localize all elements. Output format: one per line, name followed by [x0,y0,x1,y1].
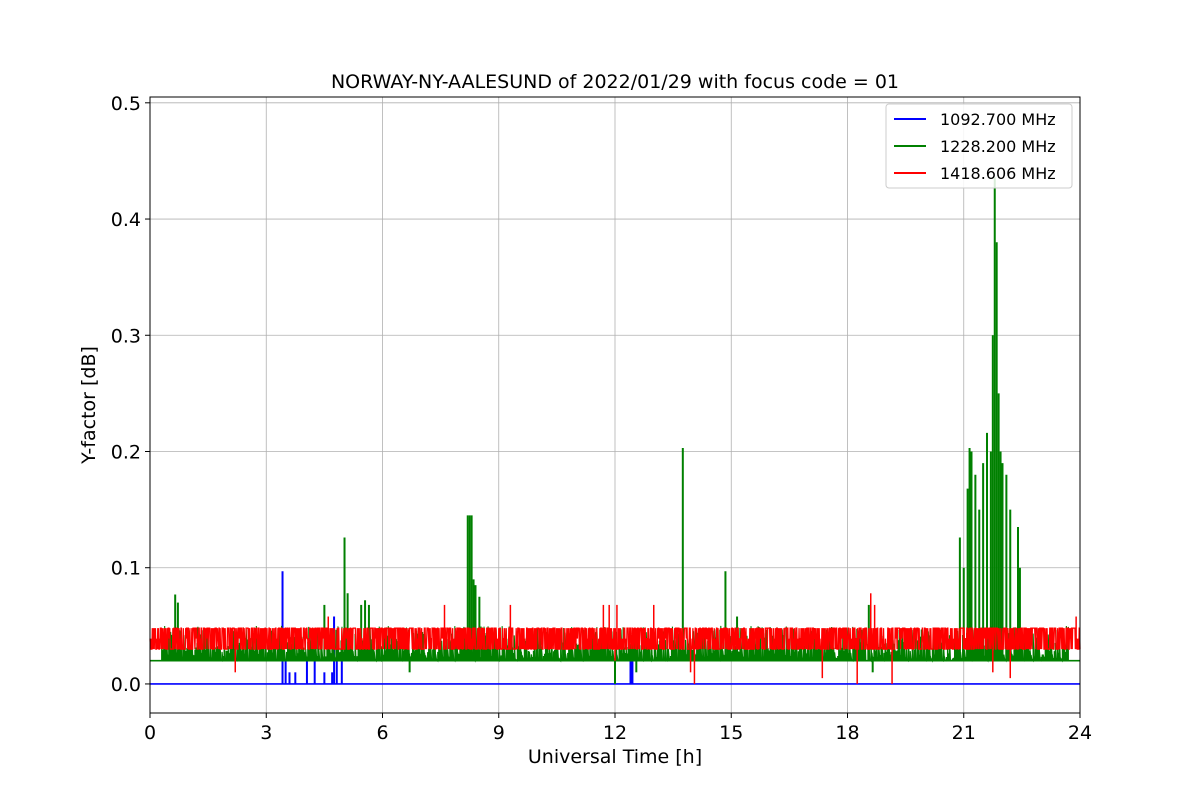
x-tick-label: 15 [719,722,743,744]
x-tick-label: 0 [144,722,156,744]
legend: 1092.700 MHz 1228.200 MHz 1418.606 MHz [885,103,1073,189]
x-tick-label: 24 [1068,722,1092,744]
y-tick-label: 0.2 [111,441,141,463]
series-2 [149,593,1081,684]
y-axis-label: Y-factor [dB] [78,346,100,465]
y-tick-label: 0.1 [111,558,141,580]
x-ticks: 0 3 6 9 12 15 18 21 24 [144,713,1092,744]
y-ticks: 0.0 0.1 0.2 0.3 0.4 0.5 [111,93,150,696]
x-tick-label: 3 [260,722,272,744]
y-tick-label: 0.4 [111,209,141,231]
x-axis-label: Universal Time [h] [528,746,702,768]
x-tick-label: 9 [493,722,505,744]
y-tick-label: 0.0 [111,674,141,696]
series-layer [149,177,1081,685]
legend-entry: 1418.606 MHz [940,164,1056,183]
chart-title: NORWAY-NY-AALESUND of 2022/01/29 with fo… [331,71,899,93]
y-tick-label: 0.3 [111,325,141,347]
legend-entry: 1092.700 MHz [940,110,1056,129]
legend-entry: 1228.200 MHz [940,137,1056,156]
x-tick-label: 21 [952,722,976,744]
legend-box [885,103,1073,189]
x-tick-label: 12 [603,722,627,744]
x-tick-label: 6 [376,722,388,744]
x-tick-label: 18 [835,722,859,744]
y-tick-label: 0.5 [111,93,141,115]
